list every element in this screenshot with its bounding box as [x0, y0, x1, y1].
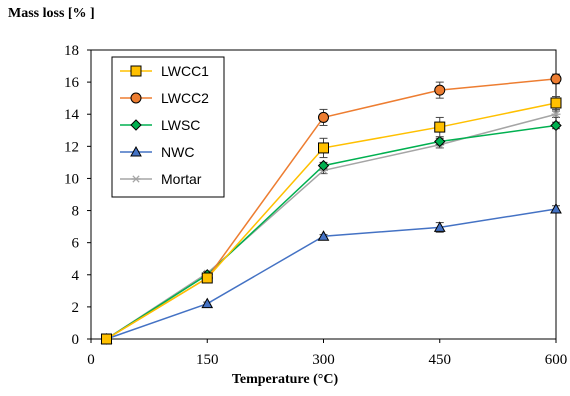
legend-marker-nwc — [130, 145, 142, 157]
x-tick-label: 600 — [545, 352, 568, 368]
y-tick-label: 10 — [64, 171, 79, 187]
legend-marker-lwsc — [130, 119, 142, 131]
legend-label: LWCC1 — [161, 63, 209, 79]
legend-item-lwcc1: LWCC1 — [120, 63, 209, 79]
data-point-lwsc — [550, 119, 562, 132]
y-tick-label: 14 — [64, 107, 80, 123]
series-line-nwc — [106, 208, 557, 340]
legend-box — [111, 56, 225, 198]
data-point-lwsc — [434, 135, 446, 148]
series-lwcc1 — [101, 96, 562, 345]
legend-item-lwsc: LWSC — [120, 117, 200, 133]
legend-marker-mortar — [131, 175, 141, 183]
legend-label: LWCC2 — [161, 90, 209, 106]
y-tick-label: 6 — [72, 236, 80, 252]
y-tick-label: 18 — [64, 43, 79, 59]
legend-item-lwcc2: LWCC2 — [120, 90, 209, 106]
x-tick-label: 450 — [429, 352, 452, 368]
data-point-lwsc — [317, 159, 330, 172]
data-point-lwcc1 — [318, 142, 329, 154]
data-point-lwcc1 — [434, 121, 446, 133]
data-point-nwc — [433, 221, 446, 232]
y-tick-label: 2 — [72, 300, 80, 316]
legend-item-mortar: Mortar — [120, 171, 202, 187]
legend-label: LWSC — [161, 117, 200, 133]
y-tick-label: 8 — [72, 204, 80, 220]
data-point-lwcc1 — [201, 272, 213, 284]
x-tick-label: 150 — [196, 352, 219, 368]
data-point-nwc — [550, 202, 562, 214]
star-stroke — [132, 175, 140, 183]
legend-marker-lwcc2 — [130, 92, 142, 104]
data-point-nwc — [317, 230, 330, 241]
y-axis-title: Mass loss [% ] — [8, 6, 95, 21]
data-point-lwcc2 — [550, 73, 562, 85]
star-stroke — [552, 110, 560, 118]
y-tick-label: 0 — [72, 332, 80, 348]
y-tick-label: 16 — [64, 75, 80, 91]
data-point-lwcc2 — [434, 84, 446, 96]
legend-marker-lwcc1 — [130, 65, 142, 77]
legend-label: NWC — [161, 144, 194, 160]
data-point-nwc — [201, 297, 214, 309]
data-point-mortar — [551, 110, 561, 118]
series-nwc — [100, 202, 562, 344]
data-point-lwcc1 — [550, 97, 562, 109]
legend-label: Mortar — [161, 171, 202, 187]
x-axis-title: Temperature (°C) — [231, 372, 339, 387]
data-point-lwcc2 — [318, 111, 329, 123]
x-tick-label: 0 — [87, 352, 95, 368]
legend: LWCC1 LWCC2 LWSC NWC Mortar — [111, 56, 225, 198]
x-tick-label: 300 — [312, 352, 335, 368]
legend-item-nwc: NWC — [120, 144, 194, 160]
data-point-lwcc1 — [101, 333, 112, 345]
y-tick-label: 4 — [72, 268, 80, 284]
y-tick-label: 12 — [64, 139, 79, 155]
